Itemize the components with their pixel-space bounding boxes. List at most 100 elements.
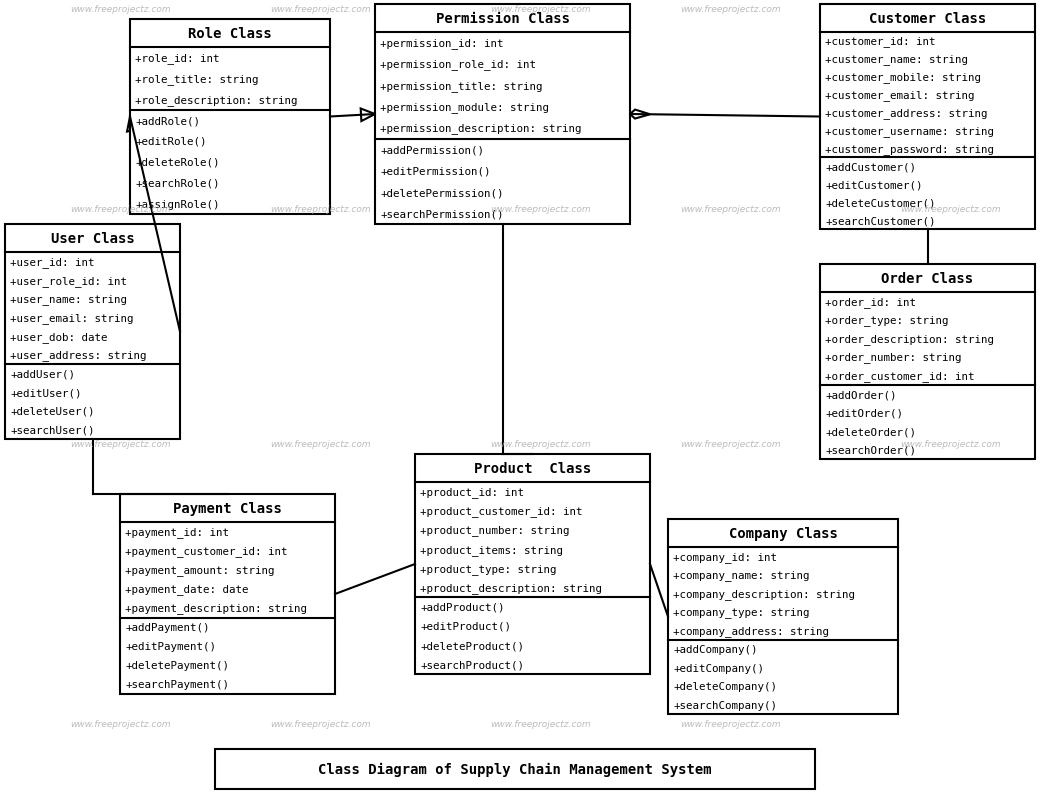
Text: +editRole(): +editRole() bbox=[135, 137, 207, 147]
Text: +product_id: int: +product_id: int bbox=[420, 487, 524, 497]
Bar bbox=[5, 225, 180, 439]
Text: +addOrder(): +addOrder() bbox=[825, 389, 896, 400]
Text: +company_name: string: +company_name: string bbox=[673, 569, 809, 581]
Text: www.freeprojectz.com: www.freeprojectz.com bbox=[680, 719, 781, 728]
Text: +payment_amount: string: +payment_amount: string bbox=[125, 565, 275, 576]
Text: +searchOrder(): +searchOrder() bbox=[825, 445, 916, 455]
Text: +payment_description: string: +payment_description: string bbox=[125, 603, 307, 613]
Text: +searchPayment(): +searchPayment() bbox=[125, 679, 229, 690]
Text: www.freeprojectz.com: www.freeprojectz.com bbox=[680, 6, 781, 14]
Text: +role_id: int: +role_id: int bbox=[135, 53, 219, 63]
Text: +customer_address: string: +customer_address: string bbox=[825, 108, 988, 119]
Bar bbox=[820, 5, 1035, 230]
Text: www.freeprojectz.com: www.freeprojectz.com bbox=[70, 6, 171, 14]
Text: Role Class: Role Class bbox=[188, 27, 271, 41]
Text: +product_number: string: +product_number: string bbox=[420, 525, 570, 536]
Text: +permission_title: string: +permission_title: string bbox=[380, 81, 543, 92]
Text: +product_items: string: +product_items: string bbox=[420, 544, 563, 555]
Text: +deleteProduct(): +deleteProduct() bbox=[420, 641, 524, 650]
Text: +searchProduct(): +searchProduct() bbox=[420, 659, 524, 670]
Text: +addCustomer(): +addCustomer() bbox=[825, 162, 916, 172]
Bar bbox=[415, 454, 650, 675]
Bar bbox=[820, 265, 1035, 459]
Text: +deleteRole(): +deleteRole() bbox=[135, 157, 219, 168]
Text: +addProduct(): +addProduct() bbox=[420, 602, 504, 612]
Text: +editOrder(): +editOrder() bbox=[825, 408, 903, 418]
Text: +company_id: int: +company_id: int bbox=[673, 551, 777, 562]
Text: +deletePayment(): +deletePayment() bbox=[125, 661, 229, 671]
Text: +user_name: string: +user_name: string bbox=[10, 294, 127, 305]
Text: +addPermission(): +addPermission() bbox=[380, 145, 484, 155]
Text: +searchPermission(): +searchPermission() bbox=[380, 209, 503, 219]
Text: +payment_date: date: +payment_date: date bbox=[125, 584, 249, 594]
Text: www.freeprojectz.com: www.freeprojectz.com bbox=[490, 206, 591, 214]
Bar bbox=[120, 495, 335, 694]
Text: +customer_password: string: +customer_password: string bbox=[825, 144, 994, 155]
Text: +editCompany(): +editCompany() bbox=[673, 662, 764, 673]
Text: +order_number: string: +order_number: string bbox=[825, 352, 962, 363]
Text: +assignRole(): +assignRole() bbox=[135, 199, 219, 210]
Text: +deleteUser(): +deleteUser() bbox=[10, 406, 95, 417]
Text: Company Class: Company Class bbox=[729, 526, 837, 540]
Bar bbox=[375, 5, 630, 225]
Text: www.freeprojectz.com: www.freeprojectz.com bbox=[490, 6, 591, 14]
Text: +user_id: int: +user_id: int bbox=[10, 257, 95, 267]
Text: +searchUser(): +searchUser() bbox=[10, 425, 95, 435]
Text: +product_type: string: +product_type: string bbox=[420, 563, 556, 574]
Text: +order_customer_id: int: +order_customer_id: int bbox=[825, 371, 974, 381]
Text: +deleteCompany(): +deleteCompany() bbox=[673, 681, 777, 691]
Text: +deleteCustomer(): +deleteCustomer() bbox=[825, 198, 936, 208]
Text: www.freeprojectz.com: www.freeprojectz.com bbox=[70, 719, 171, 728]
Text: www.freeprojectz.com: www.freeprojectz.com bbox=[900, 440, 1000, 449]
Text: +customer_email: string: +customer_email: string bbox=[825, 90, 974, 101]
Text: +permission_role_id: int: +permission_role_id: int bbox=[380, 59, 536, 71]
Text: +editPermission(): +editPermission() bbox=[380, 166, 491, 177]
Text: +order_type: string: +order_type: string bbox=[825, 315, 948, 326]
Text: +customer_name: string: +customer_name: string bbox=[825, 55, 968, 65]
Text: www.freeprojectz.com: www.freeprojectz.com bbox=[70, 206, 171, 214]
Text: +addPayment(): +addPayment() bbox=[125, 622, 209, 632]
Text: www.freeprojectz.com: www.freeprojectz.com bbox=[490, 719, 591, 728]
Text: +addUser(): +addUser() bbox=[10, 369, 75, 379]
Text: +deletePermission(): +deletePermission() bbox=[380, 188, 503, 198]
Text: www.freeprojectz.com: www.freeprojectz.com bbox=[490, 440, 591, 449]
Text: +payment_id: int: +payment_id: int bbox=[125, 527, 229, 537]
Text: Customer Class: Customer Class bbox=[868, 12, 986, 26]
Text: www.freeprojectz.com: www.freeprojectz.com bbox=[270, 440, 370, 449]
Text: +user_role_id: int: +user_role_id: int bbox=[10, 275, 127, 286]
Text: www.freeprojectz.com: www.freeprojectz.com bbox=[900, 206, 1000, 214]
Text: +searchRole(): +searchRole() bbox=[135, 178, 219, 189]
Text: +payment_customer_id: int: +payment_customer_id: int bbox=[125, 545, 287, 556]
Text: +user_address: string: +user_address: string bbox=[10, 350, 147, 361]
Text: +editPayment(): +editPayment() bbox=[125, 642, 216, 651]
Text: +role_title: string: +role_title: string bbox=[135, 74, 259, 84]
Text: +user_dob: date: +user_dob: date bbox=[10, 332, 107, 342]
Text: +permission_id: int: +permission_id: int bbox=[380, 39, 503, 49]
Text: +editUser(): +editUser() bbox=[10, 388, 81, 397]
Bar bbox=[215, 749, 815, 789]
Text: Payment Class: Payment Class bbox=[173, 501, 282, 516]
Text: +customer_id: int: +customer_id: int bbox=[825, 36, 936, 47]
Text: +product_description: string: +product_description: string bbox=[420, 582, 602, 593]
Text: +company_type: string: +company_type: string bbox=[673, 607, 809, 618]
Text: +company_description: string: +company_description: string bbox=[673, 589, 855, 599]
Text: www.freeprojectz.com: www.freeprojectz.com bbox=[270, 719, 370, 728]
Text: +permission_description: string: +permission_description: string bbox=[380, 124, 581, 134]
Text: +permission_module: string: +permission_module: string bbox=[380, 102, 549, 113]
Text: +user_email: string: +user_email: string bbox=[10, 312, 133, 324]
Bar bbox=[668, 520, 898, 714]
Text: Class Diagram of Supply Chain Management System: Class Diagram of Supply Chain Management… bbox=[318, 762, 711, 777]
Text: +addCompany(): +addCompany() bbox=[673, 644, 757, 654]
Text: Order Class: Order Class bbox=[882, 271, 973, 286]
Text: +order_id: int: +order_id: int bbox=[825, 296, 916, 308]
Text: +addRole(): +addRole() bbox=[135, 116, 200, 126]
Text: +searchCompany(): +searchCompany() bbox=[673, 700, 777, 710]
Text: +customer_mobile: string: +customer_mobile: string bbox=[825, 72, 981, 84]
Text: +role_description: string: +role_description: string bbox=[135, 95, 297, 105]
Text: www.freeprojectz.com: www.freeprojectz.com bbox=[680, 440, 781, 449]
Text: www.freeprojectz.com: www.freeprojectz.com bbox=[680, 206, 781, 214]
Text: +company_address: string: +company_address: string bbox=[673, 626, 829, 636]
Text: Permission Class: Permission Class bbox=[436, 12, 570, 26]
Text: www.freeprojectz.com: www.freeprojectz.com bbox=[270, 206, 370, 214]
Text: +editProduct(): +editProduct() bbox=[420, 622, 511, 631]
